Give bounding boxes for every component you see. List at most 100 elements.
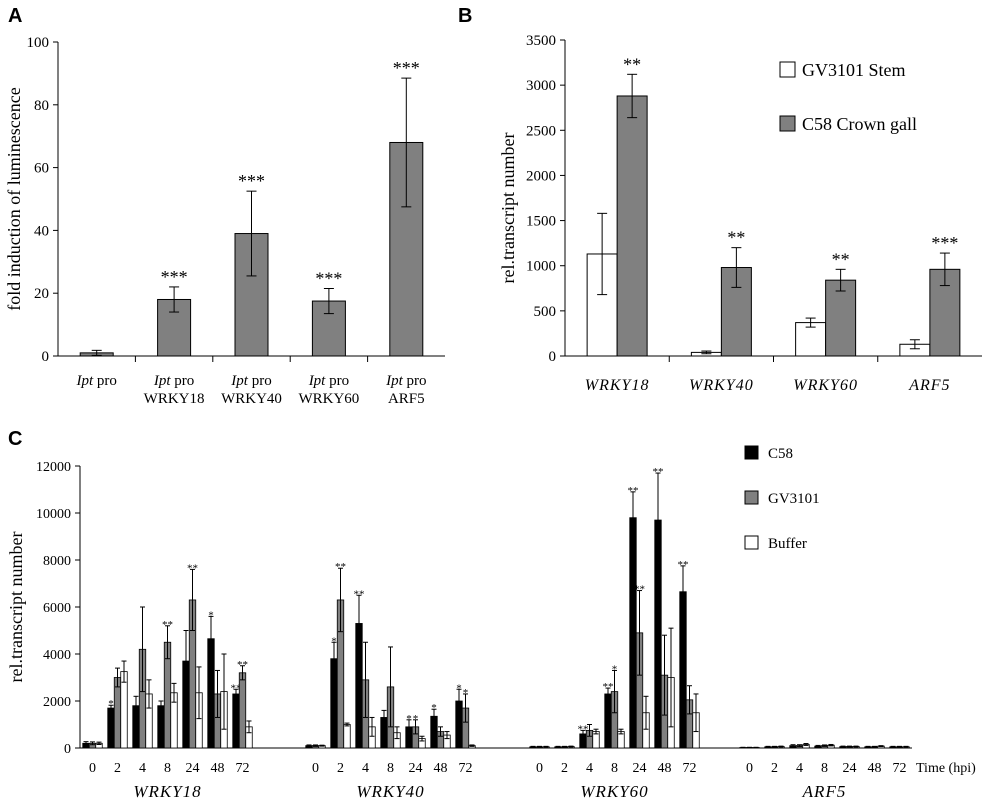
c-significance-label: ** bbox=[578, 723, 589, 735]
panel-c-letter: C bbox=[8, 428, 22, 450]
a-y-axis-label: fold induction of luminescence bbox=[4, 87, 24, 310]
c-y-tick-label: 10000 bbox=[36, 507, 71, 522]
c-legend-swatch bbox=[744, 490, 759, 505]
c-x-tick-label: 4 bbox=[139, 761, 146, 776]
c-bar bbox=[604, 693, 612, 749]
a-significance-label: *** bbox=[315, 268, 342, 288]
c-significance-label: ** bbox=[162, 619, 173, 631]
c-y-tick-label: 12000 bbox=[36, 460, 71, 475]
c-bar bbox=[343, 724, 351, 749]
b-x-tick-label: ARF5 bbox=[908, 377, 950, 394]
c-bar bbox=[232, 693, 240, 749]
c-x-tick-label: 24 bbox=[186, 761, 200, 776]
c-x-tick-label: 24 bbox=[633, 761, 647, 776]
b-significance-label: *** bbox=[931, 233, 958, 253]
b-significance-label: ** bbox=[727, 228, 745, 248]
c-x-tick-label: 48 bbox=[434, 761, 448, 776]
c-significance-label: ** bbox=[231, 682, 242, 694]
c-significance-label: * bbox=[456, 682, 462, 694]
c-x-tick-label: 72 bbox=[683, 761, 697, 776]
b-bar bbox=[825, 279, 857, 357]
a-y-tick-label: 80 bbox=[34, 98, 49, 114]
c-x-tick-label: 4 bbox=[796, 761, 803, 776]
a-x-tick-label-rest: pro bbox=[171, 373, 195, 389]
c-significance-label: ** bbox=[354, 588, 365, 600]
b-significance-label: ** bbox=[832, 249, 850, 269]
b-y-tick-label: 3500 bbox=[526, 33, 556, 49]
c-x-tick-label: 0 bbox=[746, 761, 753, 776]
c-legend-swatch bbox=[744, 445, 759, 460]
a-significance-label: *** bbox=[238, 171, 265, 191]
c-x-tick-label: 0 bbox=[536, 761, 543, 776]
b-y-tick-label: 0 bbox=[549, 349, 557, 365]
a-x-tick-label-italic: Ipt bbox=[153, 373, 171, 389]
c-x-tick-label: 0 bbox=[312, 761, 319, 776]
chart-c: 020004000600080001000012000rel.transcrip… bbox=[6, 445, 976, 800]
c-x-tick-label: 24 bbox=[843, 761, 857, 776]
c-significance-label: * bbox=[431, 702, 437, 714]
c-significance-label: ** bbox=[335, 561, 346, 573]
c-bar bbox=[238, 672, 247, 749]
b-significance-label: ** bbox=[623, 54, 641, 74]
a-x-tick-label-italic: Ipt bbox=[230, 373, 248, 389]
c-legend-swatch bbox=[744, 535, 759, 550]
c-x-tick-label: 72 bbox=[893, 761, 907, 776]
a-x-tick-label-italic: Ipt bbox=[308, 373, 326, 389]
b-y-axis-label: rel.transcript number bbox=[498, 133, 518, 284]
c-x-tick-label: 8 bbox=[821, 761, 828, 776]
c-significance-label: * bbox=[406, 713, 412, 725]
c-bar bbox=[107, 707, 115, 749]
a-x-tick-label-line2: WRKY18 bbox=[144, 391, 205, 407]
c-y-tick-label: 6000 bbox=[43, 601, 71, 616]
a-significance-label: *** bbox=[393, 58, 420, 78]
c-x-tick-label: 2 bbox=[561, 761, 568, 776]
c-significance-label: ** bbox=[628, 485, 639, 497]
c-x-tick-label: 8 bbox=[387, 761, 394, 776]
c-x-tick-label: 8 bbox=[611, 761, 618, 776]
a-x-tick-label-line2: ARF5 bbox=[388, 391, 425, 407]
b-legend-swatch bbox=[779, 115, 796, 132]
b-x-tick-label: WRKY40 bbox=[689, 377, 754, 394]
a-x-tick-label: Ipt pro bbox=[230, 373, 271, 389]
b-x-tick-label: WRKY18 bbox=[585, 377, 650, 394]
a-y-tick-label: 40 bbox=[34, 223, 49, 239]
b-bar bbox=[795, 322, 827, 357]
c-x-tick-label: 72 bbox=[236, 761, 250, 776]
c-x-tick-label: 2 bbox=[114, 761, 121, 776]
panel-a-letter: A bbox=[8, 5, 22, 27]
c-bar bbox=[113, 677, 122, 749]
c-bar bbox=[157, 705, 165, 749]
a-x-tick-label-line2: WRKY40 bbox=[221, 391, 282, 407]
a-x-tick-label-rest: pro bbox=[248, 373, 272, 389]
b-y-tick-label: 1000 bbox=[526, 259, 556, 275]
b-legend-label: GV3101 Stem bbox=[802, 60, 906, 80]
c-significance-label: * bbox=[463, 687, 469, 699]
c-legend-label: GV3101 bbox=[768, 491, 820, 507]
c-significance-label: * bbox=[612, 663, 618, 675]
b-x-tick-label: WRKY60 bbox=[793, 377, 858, 394]
c-significance-label: ** bbox=[653, 466, 664, 478]
c-gene-label: WRKY18 bbox=[133, 782, 201, 800]
c-x-tick-label: 2 bbox=[337, 761, 344, 776]
c-y-tick-label: 4000 bbox=[43, 648, 71, 663]
b-legend-swatch bbox=[779, 61, 796, 78]
chart-a: 0 20 40 60 80 100 fold induction of luminescen… bbox=[4, 35, 445, 407]
a-y-tick-label: 0 bbox=[42, 349, 50, 365]
a-y-tick-label: 100 bbox=[27, 35, 50, 51]
b-legend-label: C58 Crown gall bbox=[802, 114, 917, 134]
a-significance-label: *** bbox=[161, 267, 188, 287]
c-y-axis-label: rel.transcript number bbox=[6, 532, 26, 683]
c-significance-label: * bbox=[331, 635, 337, 647]
c-x-tick-label: 72 bbox=[459, 761, 473, 776]
a-x-tick-label: Ipt pro bbox=[153, 373, 194, 389]
a-x-tick-label: Ipt pro bbox=[385, 373, 426, 389]
b-y-tick-label: 2500 bbox=[526, 123, 556, 139]
b-y-tick-label: 2000 bbox=[526, 168, 556, 184]
c-gene-label: WRKY40 bbox=[356, 782, 424, 800]
c-y-tick-label: 2000 bbox=[43, 695, 71, 710]
panel-b-letter: B bbox=[458, 5, 472, 27]
c-x-tick-label: 48 bbox=[658, 761, 672, 776]
c-x-tick-label: 24 bbox=[409, 761, 423, 776]
a-y-tick-label: 60 bbox=[34, 161, 49, 177]
